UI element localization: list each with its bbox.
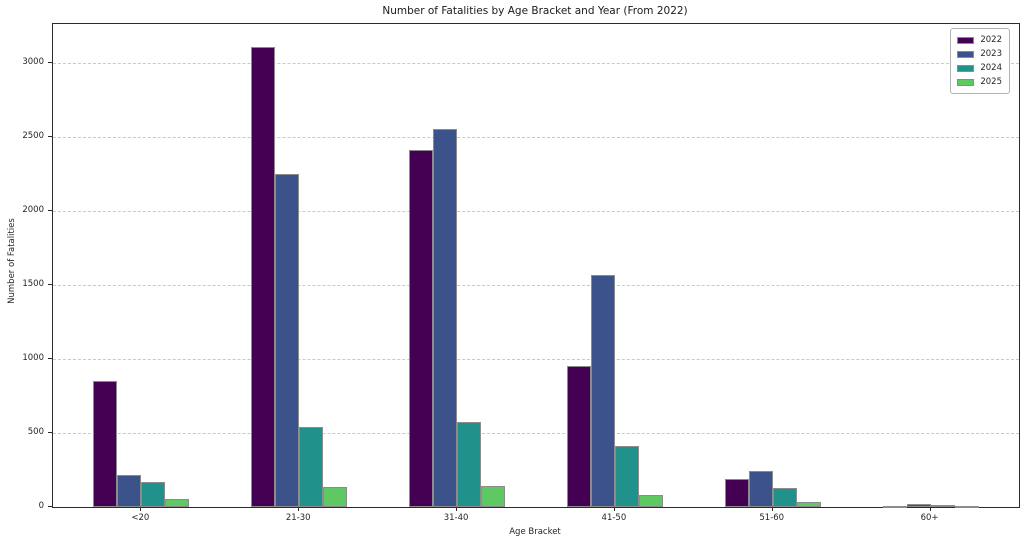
gridline (53, 358, 1019, 360)
gridline (53, 432, 1019, 434)
bar-2023-21-30 (275, 174, 300, 507)
y-tick-label: 3000 (22, 57, 44, 68)
y-tick-label: 1000 (22, 353, 44, 364)
bar-2024-41-50 (614, 446, 639, 507)
y-tick-mark (48, 210, 52, 212)
bar-2025-60+ (954, 506, 979, 508)
legend-label: 2024 (980, 62, 1002, 73)
legend-item-2024: 2024 (957, 61, 1002, 75)
legend-label: 2023 (980, 48, 1002, 59)
bar-2025-31-40 (481, 485, 506, 507)
gridline (53, 62, 1019, 64)
x-tick-mark (456, 507, 458, 511)
bar-2025-41-50 (638, 495, 663, 507)
y-tick-mark (48, 136, 52, 138)
y-tick-mark (48, 62, 52, 64)
y-tick-mark (48, 432, 52, 434)
chart-title: Number of Fatalities by Age Bracket and … (382, 5, 688, 17)
gridline (53, 210, 1019, 212)
legend-label: 2022 (980, 34, 1002, 45)
legend-item-2023: 2023 (957, 47, 1002, 61)
x-tick-label: 31-40 (443, 513, 469, 523)
bar-2024-31-40 (457, 421, 482, 507)
bar-2022-51-60 (724, 478, 749, 507)
bar-2023-<20 (117, 475, 142, 507)
legend-swatch-2024 (957, 64, 975, 72)
x-tick-label: 60+ (920, 513, 939, 523)
bar-2023-31-40 (433, 129, 458, 507)
y-tick-mark (48, 506, 52, 507)
bar-2025-<20 (165, 498, 190, 507)
y-tick-label: 2000 (22, 205, 44, 216)
bar-2023-41-50 (590, 275, 615, 507)
gridline (53, 284, 1019, 286)
x-tick-mark (298, 507, 300, 511)
legend-swatch-2023 (957, 50, 975, 58)
y-axis-label: Number of Fatalities (7, 218, 17, 304)
bar-2024-<20 (141, 481, 166, 507)
x-tick-mark (613, 507, 615, 511)
y-tick-label: 0 (38, 501, 44, 511)
legend-item-2025: 2025 (957, 75, 1002, 89)
legend-label: 2025 (980, 76, 1002, 87)
bar-2024-60+ (930, 504, 955, 507)
x-tick-mark (771, 507, 773, 511)
plot-area (52, 23, 1020, 508)
bar-2022-<20 (93, 381, 118, 507)
x-tick-label: <20 (131, 513, 150, 523)
bar-2022-60+ (882, 505, 907, 508)
x-tick-label: 51-60 (759, 513, 785, 523)
bar-2025-21-30 (323, 487, 348, 507)
bar-2024-21-30 (299, 427, 324, 507)
y-tick-mark (48, 284, 52, 286)
y-tick-label: 2500 (22, 131, 44, 142)
y-tick-mark (48, 358, 52, 360)
gridline (53, 136, 1019, 138)
bar-2024-51-60 (772, 487, 797, 507)
bar-2025-51-60 (796, 501, 821, 507)
x-tick-mark (929, 507, 931, 511)
bar-2022-31-40 (409, 150, 434, 507)
y-tick-label: 1500 (22, 279, 44, 290)
y-tick-label: 500 (27, 427, 44, 438)
bar-2023-51-60 (748, 470, 773, 507)
bar-2022-41-50 (566, 366, 591, 507)
x-tick-mark (140, 507, 142, 511)
x-axis-label: Age Bracket (509, 527, 561, 537)
legend-swatch-2025 (957, 78, 975, 86)
legend: 2022 2023 2024 2025 (950, 28, 1010, 94)
x-tick-label: 21-30 (285, 513, 311, 523)
bar-2022-21-30 (251, 46, 276, 507)
legend-item-2022: 2022 (957, 33, 1002, 47)
x-tick-label: 41-50 (601, 513, 627, 523)
bar-2023-60+ (906, 504, 931, 507)
legend-swatch-2022 (957, 36, 975, 44)
